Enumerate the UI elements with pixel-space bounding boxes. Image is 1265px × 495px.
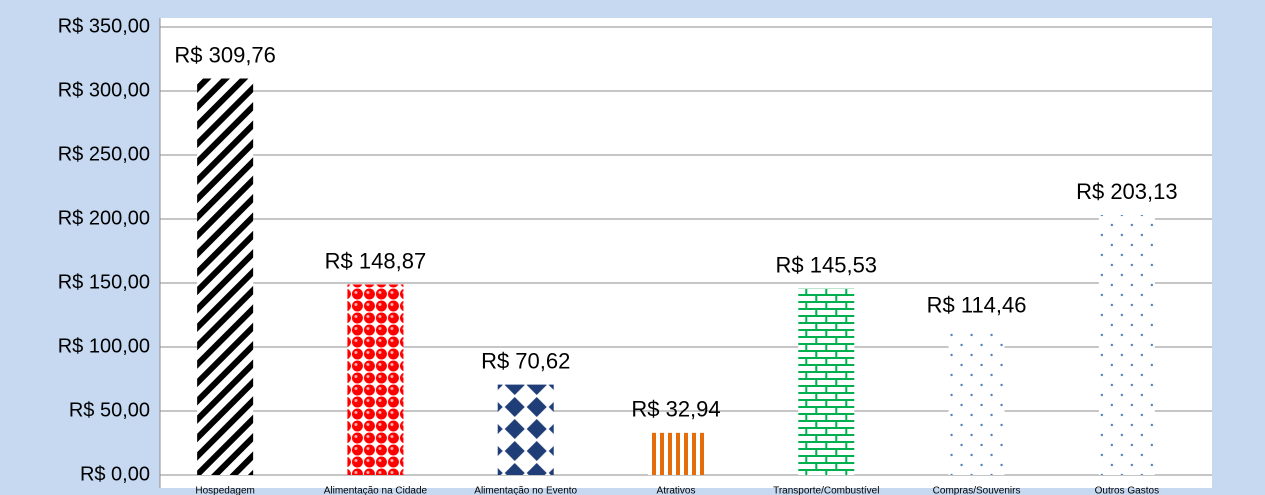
y-tick-label: R$ 300,00 [58, 79, 150, 101]
x-tick-label: Hospedagem [195, 486, 254, 495]
bar [197, 78, 254, 475]
y-tick-label: R$ 350,00 [58, 15, 150, 37]
x-tick-label: Atrativos [657, 486, 696, 495]
bar [648, 432, 704, 475]
bar [497, 384, 554, 475]
bar [948, 328, 1005, 475]
data-label: R$ 309,76 [174, 42, 276, 67]
x-tick-label: Transporte/Combustível [773, 486, 879, 495]
y-tick-label: R$ 0,00 [80, 463, 150, 485]
data-label: R$ 70,62 [481, 348, 570, 373]
y-tick-label: R$ 250,00 [58, 143, 150, 165]
y-tick-label: R$ 50,00 [69, 399, 150, 421]
x-tick-label: Alimentação no Evento [474, 486, 577, 495]
data-label: R$ 203,13 [1076, 179, 1178, 204]
plot-area [160, 18, 1212, 488]
y-tick-label: R$ 150,00 [58, 271, 150, 293]
y-tick-label: R$ 200,00 [58, 207, 150, 229]
data-label: R$ 32,94 [631, 397, 720, 422]
x-tick-label: Outros Gastos [1095, 486, 1159, 495]
x-tick-label: Compras/Souvenirs [933, 486, 1021, 495]
data-label: R$ 114,46 [927, 292, 1027, 317]
bar [798, 288, 855, 475]
data-label: R$ 145,53 [776, 253, 878, 278]
data-label: R$ 148,87 [325, 248, 427, 273]
y-tick-label: R$ 100,00 [58, 335, 150, 357]
bar [347, 284, 404, 475]
x-tick-label: Alimentação na Cidade [324, 486, 428, 495]
bar [1098, 214, 1155, 476]
